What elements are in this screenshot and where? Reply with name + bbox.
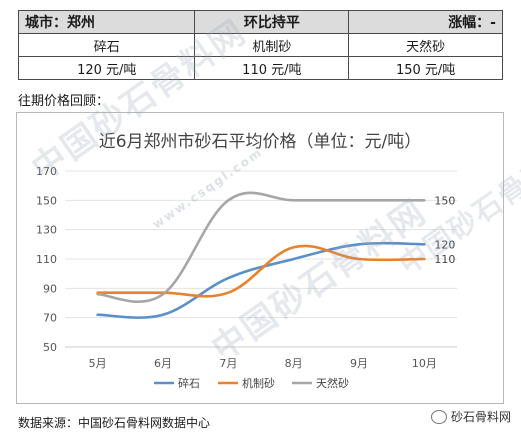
y-tick-label: 130 [36, 224, 57, 237]
legend-label: 碎石 [178, 376, 200, 390]
product-name: 天然砂 [348, 33, 503, 57]
y-tick-label: 150 [36, 194, 57, 207]
data-label: 120 [434, 238, 455, 251]
series-line [96, 244, 426, 298]
wechat-icon [430, 409, 447, 424]
x-tick-label: 7月 [219, 357, 237, 370]
product-price: 150 元/吨 [348, 56, 503, 80]
city-label: 城市：郑州 [17, 10, 196, 34]
table-header-row: 城市：郑州 环比持平 涨幅：- [17, 10, 503, 34]
series-line [96, 191, 426, 304]
chart-container: 近6月郑州市砂石平均价格（单位：元/吨） 50 70 90 110 130 150 170 5月… [16, 112, 504, 404]
wechat-badge: 砂石骨料网 [430, 408, 511, 425]
product-name: 碎石 [17, 33, 196, 57]
price-table: 城市：郑州 环比持平 涨幅：- 碎石 机制砂 天然砂 120 元/吨 110 元… [17, 10, 503, 80]
x-tick-label: 10月 [412, 357, 437, 370]
legend-label: 天然砂 [316, 376, 349, 390]
y-tick-label: 90 [43, 282, 57, 295]
source-label: 数据来源：中国砂石骨料网数据中心 [18, 416, 211, 430]
x-tick-label: 9月 [350, 357, 368, 370]
x-tick-label: 8月 [285, 357, 303, 370]
product-price: 110 元/吨 [194, 56, 350, 80]
trend-label: 环比持平 [194, 10, 350, 34]
x-tick-label: 6月 [154, 357, 172, 370]
product-name: 机制砂 [194, 33, 350, 57]
y-tick-label: 110 [36, 253, 57, 266]
badge-label: 砂石骨料网 [450, 410, 511, 424]
y-tick-label: 70 [43, 312, 57, 325]
series-line [96, 241, 426, 319]
line-chart: 近6月郑州市砂石平均价格（单位：元/吨） 50 70 90 110 130 150 170 5月… [36, 132, 457, 390]
product-price-row: 120 元/吨 110 元/吨 150 元/吨 [17, 56, 503, 80]
review-label: 往期价格回顾： [18, 94, 110, 109]
legend-label: 机制砂 [242, 376, 275, 390]
chart-title: 近6月郑州市砂石平均价格（单位：元/吨） [99, 132, 422, 152]
y-tick-label: 50 [43, 341, 57, 354]
y-tick-label: 170 [36, 165, 57, 178]
change-label: 涨幅：- [348, 10, 503, 34]
product-price: 120 元/吨 [17, 56, 196, 80]
data-label: 150 [434, 194, 455, 207]
x-tick-label: 5月 [89, 357, 107, 370]
data-label: 110 [434, 253, 455, 266]
product-name-row: 碎石 机制砂 天然砂 [17, 33, 503, 57]
